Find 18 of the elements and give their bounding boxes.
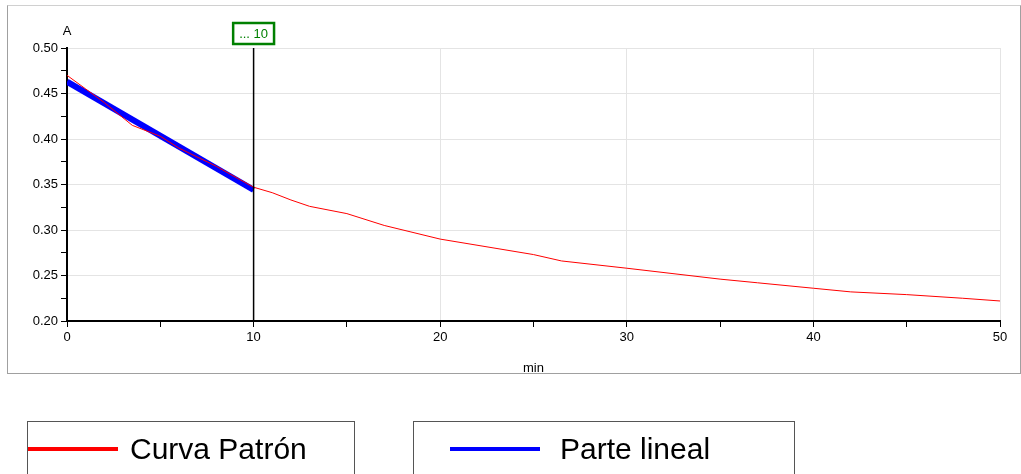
x-tick-label: 0 [63,329,71,345]
y-tick-label: 0.40 [32,130,58,146]
x-tick-label: 50 [992,329,1008,345]
y-tick-label: 0.45 [32,85,58,101]
legend-label: Parte lineal [560,432,711,466]
x-tick-label: 40 [806,329,821,345]
x-tick-label: 20 [432,329,448,345]
y-tick-label: 0.30 [32,221,58,237]
y-tick-label: 0.20 [32,312,58,328]
x-tick-label: 10 [246,329,261,345]
y-axis-title: A [62,23,72,39]
x-axis-title: min [523,359,544,375]
x-tick-label: 30 [619,329,635,345]
y-tick-label: 0.50 [32,39,58,55]
y-tick-label: 0.25 [32,267,58,283]
y-tick-label: 0.35 [32,176,58,192]
legend-label: Curva Patrón [130,432,307,466]
ref-line-label: ... 10 [239,25,269,41]
